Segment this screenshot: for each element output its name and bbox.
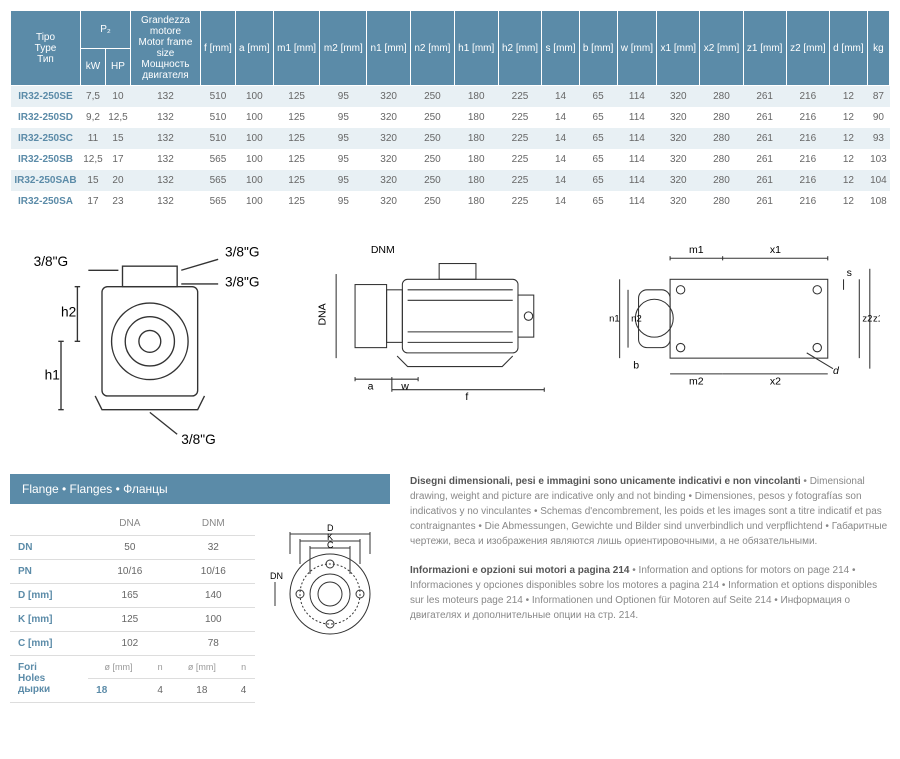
flange-row: C [mm]10278 (10, 631, 255, 655)
header-z2: z2 [mm] (786, 11, 829, 86)
header-n2: n2 [mm] (411, 11, 455, 86)
svg-text:DNA: DNA (317, 303, 329, 325)
header-p2: P₂ (81, 11, 131, 49)
header-m1: m1 [mm] (273, 11, 320, 86)
table-row: IR32-250SD9,212,513251010012595320250180… (11, 107, 890, 128)
svg-text:DN: DN (270, 571, 283, 581)
drawing-front: 3/8"G 3/8"G 3/8"G 3/8"G h1 h2 (20, 232, 293, 454)
flange-row: PN10/1610/16 (10, 559, 255, 583)
header-m2: m2 [mm] (320, 11, 367, 86)
header-kw: kW (81, 48, 106, 86)
svg-text:a: a (368, 381, 374, 393)
svg-text:3/8"G: 3/8"G (181, 432, 215, 447)
note1-bold: Disegni dimensionali, pesi e immagini so… (410, 476, 801, 487)
flange-row: DN5032 (10, 535, 255, 559)
header-a: a [mm] (235, 11, 273, 86)
drawing-side: DNM DNA a w f (313, 232, 586, 454)
note2-bold: Informazioni e opzioni sui motori a pagi… (410, 565, 629, 576)
svg-text:h1: h1 (45, 368, 60, 383)
table-row: IR32-250SB12,517132565100125953202501802… (11, 149, 890, 170)
header-s: s [mm] (542, 11, 579, 86)
flange-row: D [mm]165140 (10, 583, 255, 607)
table-row: IR32-250SE7,5101325101001259532025018022… (11, 86, 890, 108)
header-h2: h2 [mm] (498, 11, 542, 86)
flange-table: DNADNM DN5032PN10/1610/16D [mm]165140K [… (10, 512, 255, 703)
header-hp: HP (105, 48, 130, 86)
header-x2: x2 [mm] (700, 11, 743, 86)
svg-text:w: w (401, 381, 410, 393)
header-n1: n1 [mm] (367, 11, 411, 86)
svg-text:b: b (633, 360, 639, 372)
svg-text:x1: x1 (770, 244, 781, 256)
flange-title: Flange • Flanges • Фланцы (10, 474, 390, 504)
svg-text:z1: z1 (873, 313, 880, 324)
svg-text:C: C (327, 540, 334, 550)
header-h1: h1 [mm] (454, 11, 498, 86)
header-w: w [mm] (617, 11, 657, 86)
svg-text:h2: h2 (61, 305, 76, 320)
svg-text:m2: m2 (689, 375, 704, 387)
header-x1: x1 [mm] (657, 11, 700, 86)
svg-text:3/8"G: 3/8"G (34, 254, 68, 269)
header-z1: z1 [mm] (743, 11, 786, 86)
svg-text:3/8"G: 3/8"G (225, 245, 259, 260)
header-type: Tipo Type Тип (11, 11, 81, 86)
svg-text:3/8"G: 3/8"G (225, 275, 259, 290)
svg-text:x2: x2 (770, 375, 781, 387)
header-d: d [mm] (829, 11, 867, 86)
notes: Disegni dimensionali, pesi e immagini so… (410, 474, 890, 703)
svg-text:n2: n2 (631, 313, 642, 324)
flange-row: K [mm]125100 (10, 607, 255, 631)
svg-text:n1: n1 (609, 313, 620, 324)
table-row: IR32-250SAB15201325651001259532025018022… (11, 170, 890, 191)
header-b: b [mm] (579, 11, 617, 86)
table-row: IR32-250SA172313256510012595320250180225… (11, 191, 890, 212)
svg-text:DNM: DNM (371, 244, 395, 256)
header-kg: kg (867, 11, 889, 86)
dimensions-table: Tipo Type Тип P₂ Grandezza motore Motor … (10, 10, 890, 212)
flange-drawing: D K C DN (270, 504, 390, 703)
svg-text:f: f (466, 391, 469, 400)
technical-drawings: 3/8"G 3/8"G 3/8"G 3/8"G h1 h2 DNM DNA a … (10, 232, 890, 454)
header-motor: Grandezza motore Motor frame size Мощнос… (130, 11, 200, 86)
drawing-top: m1 x1 s n1 n2 z2 z1 b m2 x2 d (607, 232, 880, 454)
table-row: IR32-250SC111513251010012595320250180225… (11, 128, 890, 149)
header-f: f [mm] (200, 11, 235, 86)
svg-text:s: s (846, 267, 851, 279)
svg-text:d: d (833, 365, 840, 377)
svg-text:m1: m1 (689, 244, 704, 256)
svg-text:z2: z2 (862, 313, 872, 324)
